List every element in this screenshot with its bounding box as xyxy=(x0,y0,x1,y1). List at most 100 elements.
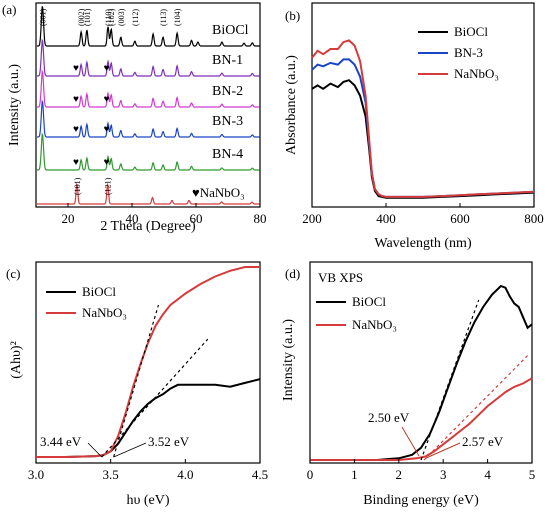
panel-d-line-nanbo3 xyxy=(310,377,533,461)
panel-c-annotation-arrow xyxy=(87,442,102,458)
panel-d-xtick-label: 1 xyxy=(351,467,358,482)
panel-a-label: (a) xyxy=(2,2,16,17)
panel-b-xtick-label: 600 xyxy=(450,211,470,226)
panel-c-xtick-label: 3.0 xyxy=(28,467,44,482)
panel-a-series-label-bn-2: BN-2 xyxy=(212,84,243,99)
panel-d-annotation-bioccl: 2.50 eV xyxy=(368,410,410,425)
panel-b-series-group xyxy=(311,39,535,199)
panel-a-pattern-bn-1 xyxy=(37,38,260,77)
panel-c-annotations: 3.44 eV 3.52 eV xyxy=(40,434,190,458)
panel-a-heart-marker: ♥ xyxy=(104,94,110,105)
panel-a-heart-marker: ♥ xyxy=(73,94,79,105)
panel-a-series-label-bn-4: BN-4 xyxy=(212,147,243,162)
panel-c-xtick-label: 4.5 xyxy=(252,467,268,482)
panel-a-xtick-label: 20 xyxy=(62,211,75,226)
panel-c-xlabel: hυ (eV) xyxy=(126,493,169,508)
panel-a-peak-label: (104) xyxy=(173,8,182,26)
panel-a-peak-label: (101) xyxy=(83,8,92,26)
panel-d-xtick-label: 4 xyxy=(484,467,491,482)
panel-a-peak-label: (110) xyxy=(104,9,113,26)
panel-a-ticks: 20 40 60 80 xyxy=(62,203,267,226)
panel-b-line-bn-3 xyxy=(311,58,535,198)
panel-a-ylabel: Intensity (a.u.) xyxy=(7,64,22,146)
panel-d-xtick-label: 3 xyxy=(440,467,447,482)
panel-c-annotation-arrow xyxy=(113,442,147,458)
panel-a-peak-label: (112) xyxy=(131,9,140,26)
panel-b-legend-label-biocl: BiOCl xyxy=(454,24,488,39)
panel-b-ticks: 200 400 600 800 xyxy=(302,203,544,226)
panel-a-heart-marker: ♥ xyxy=(73,157,79,168)
panel-d-annotation-arrow xyxy=(401,426,420,457)
panel-d-legend-label-nanbo3: NaNbO₃ xyxy=(352,317,397,332)
panel-a-peak-label: (102) xyxy=(107,8,116,26)
panel-a-frame xyxy=(35,2,261,208)
panel-c-ylabel: (Ahυ)² xyxy=(9,341,24,379)
panel-d-line-biocl xyxy=(310,284,533,461)
panel-d-legend: BiOCl NaNbO₃ xyxy=(316,294,397,332)
panel-a-series-label-biocl: BiOCl xyxy=(212,23,249,38)
panel-a-nanbo3-peak-label: (101) xyxy=(73,177,82,195)
panel-c-legend-label-nanbo3: NaNbO₃ xyxy=(82,305,127,320)
panel-a-pattern-bn-3 xyxy=(37,99,260,138)
panel-b-legend: BiOCl BN-3 NaNbO₃ xyxy=(418,24,499,81)
panel-d-ticks: 0 1 2 3 4 5 xyxy=(307,459,536,482)
panel-c-xtick-label: 4.0 xyxy=(177,467,193,482)
panel-a-heart-marker: ♥ xyxy=(104,63,110,74)
panel-d-ylabel: Intensity (a.u.) xyxy=(281,319,296,401)
panel-c-line-nanbo3 xyxy=(36,266,260,458)
panel-d-frame xyxy=(309,261,533,464)
panel-c: (c) 3.0 3.5 4.0 4.5 BiOCl NaNbO₃ 3.44 eV 3.52… xyxy=(6,261,268,508)
panel-a-series-group: BiOCl BN-1 ♥ ♥ BN-2 ♥ ♥ BN-3 ♥ ♥ BN-4 ♥ ♥ ♥NaNbO₃ (001… xyxy=(37,6,260,205)
panel-d-tangent-nanbo3 xyxy=(423,355,528,461)
panel-a-peak-label: (001) xyxy=(38,8,47,26)
panel-a-nanbo3-peak-label: (121) xyxy=(104,177,113,195)
panel-b-label: (b) xyxy=(285,8,300,23)
panel-a-nanbo3-legend: ♥NaNbO₃ xyxy=(192,185,245,200)
panel-d-label: (d) xyxy=(285,266,300,281)
panel-c-series-group xyxy=(36,266,261,458)
panel-d-annotation-arrow xyxy=(425,442,461,459)
panel-c-frame xyxy=(35,261,261,464)
panel-a-pattern-nanbo3 xyxy=(37,182,260,205)
panel-c-annotation-nanbo3: 3.52 eV xyxy=(148,434,190,449)
panel-a-pattern-bn-4 xyxy=(37,132,260,171)
panel-a-peak-label: (003) xyxy=(117,8,126,26)
panel-a-pattern-bn-2 xyxy=(37,69,260,108)
panel-a-xtick-label: 40 xyxy=(126,211,139,226)
panel-d-xlabel: Binding energy (eV) xyxy=(363,493,479,508)
panel-a-heart-marker: ♥ xyxy=(104,124,110,135)
panel-a-heart-marker: ♥ xyxy=(104,157,110,168)
panel-a-series-label-bn-3: BN-3 xyxy=(212,114,243,129)
panel-c-label: (c) xyxy=(6,266,20,281)
panel-b-line-nanbo3 xyxy=(311,39,535,198)
panel-d-xtick-label: 0 xyxy=(307,467,314,482)
panel-d-annotation-nanbo3: 2.57 eV xyxy=(462,434,504,449)
panel-d-legend-label-biocl: BiOCl xyxy=(352,294,386,309)
panel-b-xtick-label: 800 xyxy=(524,211,544,226)
panel-c-legend: BiOCl NaNbO₃ xyxy=(46,284,127,320)
panel-b-legend-label-bn-3: BN-3 xyxy=(454,45,483,60)
panel-a-heart-marker: ♥ xyxy=(73,63,79,74)
panel-c-ticks: 3.0 3.5 4.0 4.5 xyxy=(28,459,268,482)
panel-b: (b) 200 400 600 800 BiOCl BN-3 NaNbO₃ Wavelen… xyxy=(284,2,544,251)
panel-b-frame xyxy=(311,2,535,208)
panel-d-series-group xyxy=(310,284,533,461)
panel-a-xtick-label: 60 xyxy=(190,211,203,226)
panel-b-xtick-label: 200 xyxy=(302,211,322,226)
panel-a-xlabel: 2 Theta (Degree) xyxy=(100,219,196,234)
panel-d-xtick-label: 2 xyxy=(396,467,403,482)
panel-b-legend-label-nanbo3: NaNbO₃ xyxy=(454,66,499,81)
panel-d-title: VB XPS xyxy=(318,270,363,285)
panel-a-heart-marker: ♥ xyxy=(73,124,79,135)
panel-d-tangent-biocl xyxy=(420,299,480,461)
panel-d-xtick-label: 5 xyxy=(529,467,536,482)
panel-a-series-label-bn-1: BN-1 xyxy=(212,53,243,68)
panel-c-tangent-nanbo3 xyxy=(113,304,160,458)
panel-b-ylabel: Absorbance (a.u.) xyxy=(284,55,299,155)
panel-a: (a) BiOCl BN-1 ♥ ♥ BN-2 ♥ ♥ BN-3 ♥ ♥ BN-4 ♥ ♥ ♥NaNbO₃… xyxy=(2,2,267,234)
panel-d-annotations: 2.50 eV 2.57 eV xyxy=(368,410,504,459)
panel-c-annotation-bioccl: 3.44 eV xyxy=(40,434,82,449)
panel-b-line-biocl xyxy=(311,79,535,199)
panel-a-peak-label: (002) xyxy=(77,8,86,26)
